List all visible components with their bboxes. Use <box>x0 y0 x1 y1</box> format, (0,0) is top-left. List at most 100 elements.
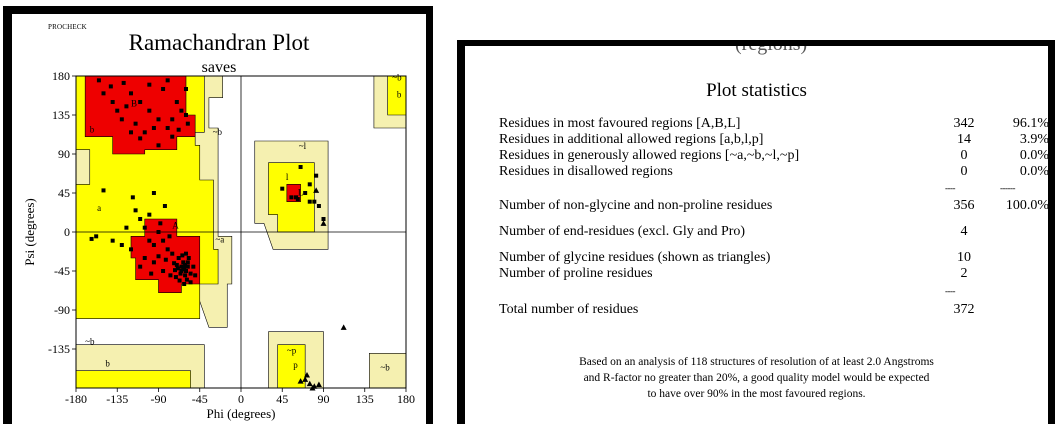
residue-point <box>193 273 198 278</box>
residue-point <box>121 80 126 85</box>
residue-point <box>179 108 184 113</box>
stats-row-proline: Number of proline residues 2 <box>499 266 1039 283</box>
allowed-region-bottom <box>75 370 191 389</box>
row-count: 2 <box>960 266 968 281</box>
glycine-triangle <box>302 376 309 382</box>
residue-point <box>89 236 94 241</box>
statistics-title: Plot statistics <box>706 80 807 101</box>
residue-point <box>179 264 184 269</box>
residue-point <box>184 277 189 282</box>
residue-point <box>156 117 161 122</box>
y-tick-label: 135 <box>52 108 70 122</box>
x-tick-label: 0 <box>238 392 244 406</box>
residue-point <box>176 256 181 260</box>
core-region-a <box>130 218 201 293</box>
stats-row-non-gly-pro: Number of non-glycine and non-proline re… <box>499 198 1048 215</box>
row-percent: 3.9% <box>1019 132 1048 147</box>
y-tick-label: 90 <box>58 147 70 161</box>
residue-point <box>168 273 173 278</box>
residue-point <box>280 186 285 191</box>
region-label: b <box>105 358 110 368</box>
quality-note-line-2: and R-factor no greater than 20%, a good… <box>583 372 930 384</box>
region-label: p <box>293 360 298 370</box>
residue-point <box>176 127 181 132</box>
residue-point <box>101 188 106 193</box>
row-label: Residues in generously allowed regions [… <box>499 148 800 163</box>
x-tick-label: -45 <box>192 392 208 406</box>
x-tick-label: 90 <box>318 392 330 406</box>
residue-point <box>165 247 170 252</box>
residue-point <box>183 262 188 267</box>
residue-point <box>151 260 156 265</box>
glycine-triangle <box>340 324 347 330</box>
row-count: 10 <box>957 250 971 265</box>
residue-point <box>147 108 152 113</box>
residue-point <box>119 117 124 122</box>
region-label: L <box>298 188 304 198</box>
ramachandran-chart: Bb ~b ~b b a A ~a ~l lL ~b b ~p p ~b -180 -135 -90 -45 0 45… <box>22 69 415 421</box>
region-label: ~b <box>213 127 223 137</box>
residue-point <box>178 271 183 276</box>
row-label: Number of proline residues <box>499 266 653 281</box>
residue-point <box>161 269 166 273</box>
y-tick-label: -90 <box>54 303 70 317</box>
glycine-triangle <box>320 220 327 226</box>
stats-row-generous: Residues in generously allowed regions [… <box>499 148 1048 165</box>
region-label: B <box>131 98 137 108</box>
residue-point <box>312 199 317 204</box>
quality-note-line-3: to have over 90% in the most favoured re… <box>647 388 866 400</box>
region-label: ~b <box>85 337 95 347</box>
residue-point <box>184 269 188 273</box>
residue-point <box>110 238 115 243</box>
residue-point <box>188 271 193 276</box>
residue-point <box>174 100 179 104</box>
residue-point <box>172 261 177 266</box>
count-separator: ---- <box>945 183 956 193</box>
residue-point <box>175 266 180 271</box>
residue-point <box>158 221 163 226</box>
residue-point <box>147 82 152 87</box>
y-tick-label: 0 <box>64 225 70 239</box>
residue-point <box>167 234 172 239</box>
residue-point <box>173 275 178 280</box>
total-separator: ---- <box>945 286 956 296</box>
residue-point <box>151 126 156 130</box>
row-label: Residues in additional allowed regions [… <box>499 132 764 147</box>
statistics-sheet: (regions) Plot statistics Residues in mo… <box>465 46 1048 424</box>
row-label: Number of glycine residues (shown as tri… <box>499 250 771 265</box>
row-percent: 0.0% <box>1019 164 1048 179</box>
residue-point <box>180 253 185 258</box>
row-label: Total number of residues <box>499 302 639 317</box>
residue-point <box>181 260 186 265</box>
residue-point <box>124 104 129 109</box>
row-percent: 96.1% <box>1012 116 1048 131</box>
row-count: 14 <box>957 132 971 147</box>
row-count: 0 <box>960 148 968 163</box>
row-label: Number of end-residues (excl. Gly and Pr… <box>499 224 746 239</box>
residue-point <box>177 278 182 283</box>
residue-point <box>174 262 179 267</box>
residue-point <box>185 121 190 126</box>
residue-point <box>303 191 308 195</box>
x-tick-label: -135 <box>106 392 128 406</box>
residue-point <box>129 247 133 252</box>
row-label: Number of non-glycine and non-proline re… <box>499 198 773 213</box>
residue-point <box>186 256 191 260</box>
residue-point <box>170 134 175 139</box>
residue-point <box>138 264 143 269</box>
residue-point <box>130 195 135 200</box>
residue-point <box>295 197 300 202</box>
region-label: b <box>397 90 402 100</box>
stats-row-favoured: Residues in most favoured regions [A,B,L… <box>499 116 1048 133</box>
residue-point <box>173 268 177 273</box>
y-tick-label: 45 <box>58 186 70 200</box>
y-tick-label: -135 <box>48 342 70 356</box>
x-tick-label: 45 <box>276 392 288 406</box>
glycine-triangle <box>297 378 304 384</box>
region-label: l <box>286 172 289 182</box>
residue-point <box>181 267 186 272</box>
y-tick-label: -45 <box>54 264 70 278</box>
residue-point <box>298 165 303 169</box>
